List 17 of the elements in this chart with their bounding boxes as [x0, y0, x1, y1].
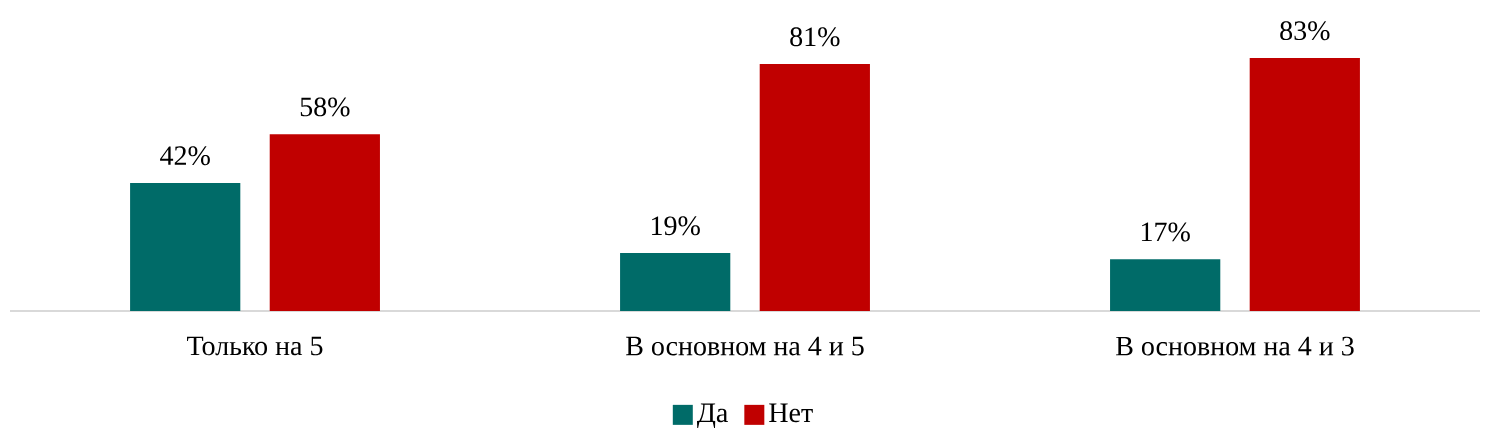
data-label: 58%: [300, 97, 350, 117]
legend-label: Да: [696, 403, 728, 428]
data-label: 81%: [790, 27, 840, 47]
data-label: 19%: [651, 216, 700, 236]
bar: [1110, 259, 1221, 311]
bar: [269, 134, 380, 311]
data-label: 17%: [1141, 222, 1190, 242]
bar: [759, 63, 870, 311]
legend-label: Нет: [769, 403, 813, 423]
x-tick-label: В основном на 4 и 3: [1116, 336, 1354, 356]
x-tick-label: Только на 5: [187, 336, 323, 356]
x-tick-label: В основном на 4 и 5: [626, 336, 864, 356]
data-label: 83%: [1280, 21, 1330, 41]
bar: [620, 252, 731, 311]
bar: [1249, 57, 1360, 311]
bar: [130, 182, 241, 311]
data-label: 42%: [160, 146, 210, 166]
